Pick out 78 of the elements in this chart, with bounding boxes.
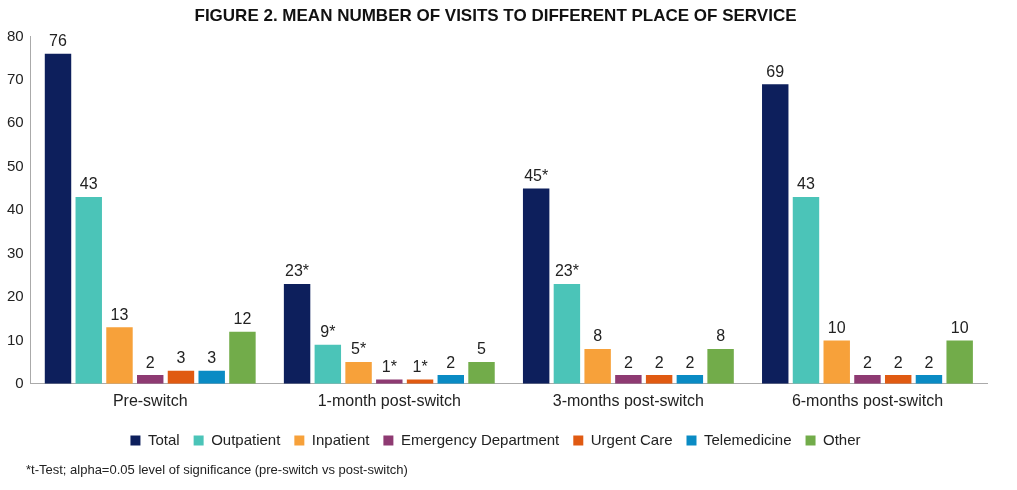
legend-label: Outpatient bbox=[211, 430, 282, 448]
data-label: 2 bbox=[446, 353, 456, 371]
bar bbox=[106, 327, 133, 384]
x-tick-label: 3-months post-switch bbox=[552, 391, 704, 409]
text: *t-Test; alpha=0.05 level of significance (pre-switch vs post-switch) bbox=[26, 462, 408, 477]
chart-title: FIGURE 2. MEAN NUMBER OF VISITS TO DIFFERENT PLACE OF SERVICE bbox=[194, 5, 797, 25]
bar bbox=[823, 340, 850, 384]
legend-label: Telemedicine bbox=[703, 430, 792, 448]
bar bbox=[522, 188, 550, 384]
legend-label: Inpatient bbox=[311, 430, 371, 448]
data-label: 23* bbox=[554, 262, 579, 280]
data-label: 2 bbox=[685, 353, 695, 371]
x-tick-label: 6-months post-switch bbox=[791, 391, 944, 409]
bar bbox=[468, 362, 495, 384]
bar bbox=[915, 375, 943, 384]
bar bbox=[645, 375, 673, 384]
data-label: 5* bbox=[351, 340, 367, 358]
bar bbox=[676, 375, 704, 384]
data-label: 9* bbox=[320, 323, 336, 341]
y-tick-label: 0 bbox=[15, 373, 24, 391]
data-label: 2 bbox=[654, 353, 664, 371]
data-label: 5 bbox=[477, 340, 487, 358]
y-tick-label: 10 bbox=[7, 330, 24, 348]
data-label: 2 bbox=[924, 353, 934, 371]
bar bbox=[198, 370, 225, 384]
bar bbox=[792, 197, 820, 384]
legend-label: Urgent Care bbox=[590, 430, 673, 448]
legend-label: Emergency Department bbox=[400, 430, 561, 448]
bar bbox=[314, 344, 342, 384]
bar bbox=[406, 379, 434, 384]
data-label: 43 bbox=[79, 175, 98, 193]
data-label: 13 bbox=[110, 305, 129, 323]
data-label: 23* bbox=[285, 262, 310, 280]
data-label: 8 bbox=[593, 327, 603, 345]
y-tick-label: 30 bbox=[7, 243, 24, 261]
bar bbox=[553, 283, 581, 384]
x-tick-label: 1-month post-switch bbox=[317, 391, 461, 409]
x-tick-label: Pre-switch bbox=[112, 391, 188, 409]
bar bbox=[167, 370, 195, 384]
y-tick-label: 40 bbox=[7, 200, 24, 218]
data-label: 2 bbox=[893, 353, 903, 371]
y-tick-label: 20 bbox=[7, 287, 24, 305]
bar bbox=[707, 349, 734, 384]
bar bbox=[229, 331, 256, 384]
y-tick-label: 80 bbox=[7, 26, 24, 44]
bar bbox=[283, 283, 311, 384]
data-label: 2 bbox=[623, 353, 633, 371]
data-label: 69 bbox=[766, 62, 785, 80]
data-label: 45* bbox=[524, 166, 549, 184]
legend-label: Total bbox=[147, 430, 180, 448]
data-label: 43 bbox=[797, 175, 815, 193]
y-tick-label: 60 bbox=[7, 113, 24, 131]
data-label: 3 bbox=[176, 349, 186, 367]
data-label: 12 bbox=[233, 310, 252, 328]
bar bbox=[75, 197, 102, 384]
data-label: 76 bbox=[49, 32, 68, 50]
data-label: 3 bbox=[207, 349, 217, 367]
bar bbox=[44, 53, 72, 384]
bar bbox=[854, 375, 881, 384]
data-label: 1* bbox=[381, 357, 397, 375]
bar bbox=[946, 340, 973, 384]
data-label: 8 bbox=[716, 327, 726, 345]
y-tick-label: 70 bbox=[7, 69, 24, 87]
bar bbox=[615, 375, 642, 384]
bar bbox=[884, 375, 912, 384]
data-label: 10 bbox=[827, 318, 846, 336]
bar bbox=[137, 375, 164, 384]
legend-label: Other bbox=[823, 430, 861, 448]
data-label: 10 bbox=[950, 318, 969, 336]
bar bbox=[437, 375, 464, 384]
bar bbox=[345, 362, 372, 384]
bar bbox=[584, 349, 611, 384]
data-label: 2 bbox=[145, 353, 155, 371]
data-label: 1* bbox=[412, 357, 428, 375]
data-label: 2 bbox=[863, 353, 873, 371]
bar bbox=[376, 379, 403, 384]
bar bbox=[762, 84, 789, 384]
y-tick-label: 50 bbox=[7, 156, 24, 174]
